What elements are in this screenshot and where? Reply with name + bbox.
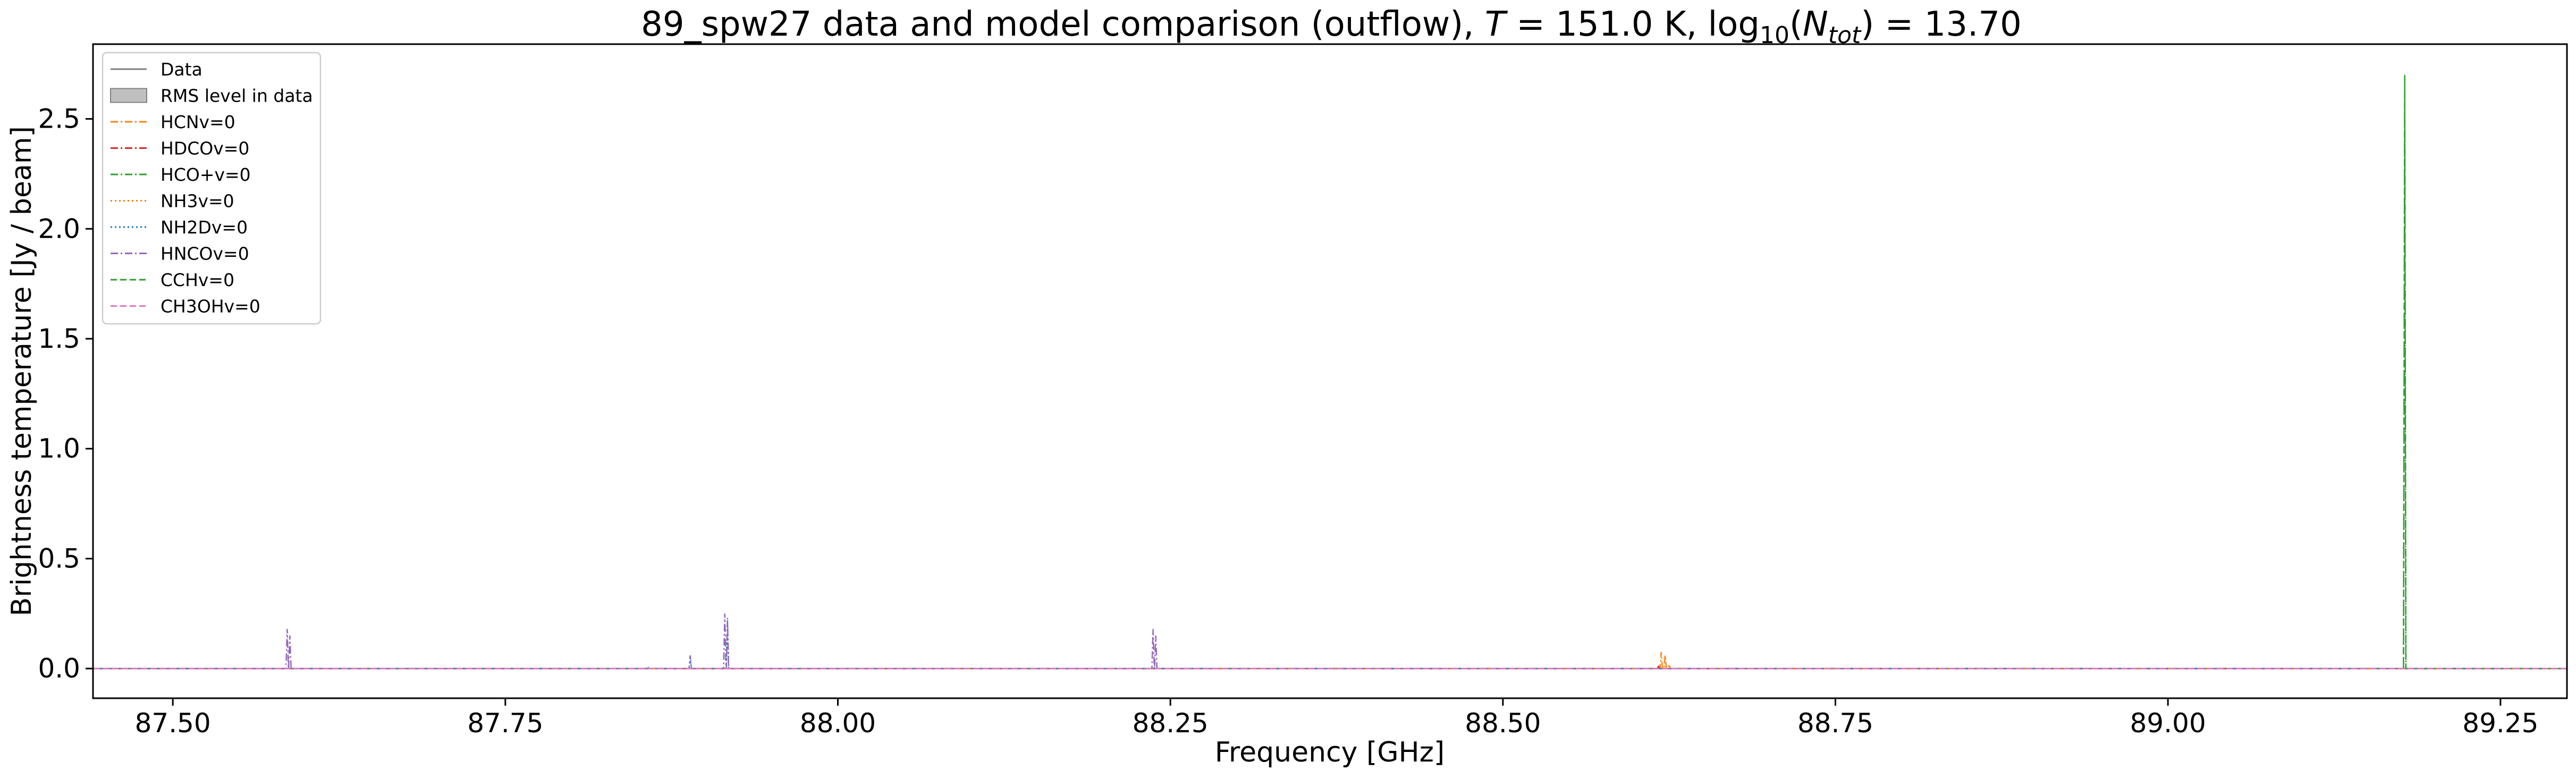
x-tick-label: 88.50 (1465, 708, 1541, 739)
series-line (93, 92, 2567, 670)
x-tick-label: 89.00 (2130, 708, 2206, 739)
plot-area (92, 43, 2568, 699)
legend-item: CCHv=0 (111, 270, 234, 290)
legend-label: NH2Dv=0 (161, 217, 248, 238)
legend-item: CH3OHv=0 (111, 296, 260, 317)
series-line (93, 613, 2567, 670)
legend-item: HDCOv=0 (111, 138, 249, 159)
legend-item: Data (111, 59, 202, 80)
x-tick-label: 88.75 (1797, 708, 1873, 739)
legend-label: Data (161, 59, 202, 80)
legend-item: HCNv=0 (111, 112, 235, 132)
legend-item: HNCOv=0 (111, 244, 249, 264)
x-tick-label: 88.00 (800, 708, 876, 739)
legend-frame (102, 52, 322, 325)
legend-label: HNCOv=0 (161, 244, 249, 264)
legend-label: CCHv=0 (161, 270, 234, 290)
x-tick-label: 89.25 (2462, 708, 2538, 739)
series-line (93, 618, 2567, 670)
chart-title: 89_spw27 data and model comparison (outf… (641, 5, 2022, 49)
y-tick-label: 1.5 (38, 323, 80, 354)
y-tick-label: 2.0 (38, 213, 80, 244)
legend-items: Data RMS level in data HCNv=0 HDCOv=0 HCO+v=… (110, 59, 313, 317)
series-line (93, 652, 2567, 670)
series-nh2dv-0 (93, 618, 2567, 670)
y-tick-label: 0.0 (38, 653, 80, 684)
y-tick-label: 2.5 (38, 104, 80, 135)
y-axis-ticks: 0.0 0.5 1.0 1.5 2.0 2.5 (38, 104, 93, 684)
legend-item: NH2Dv=0 (111, 217, 248, 238)
x-tick-label: 88.25 (1133, 708, 1209, 739)
legend-label: HCO+v=0 (161, 164, 251, 185)
legend-label: RMS level in data (161, 86, 313, 106)
legend-swatch (110, 88, 147, 103)
legend-item: HCO+v=0 (111, 164, 251, 185)
legend-label: CH3OHv=0 (161, 296, 260, 317)
x-axis-label: Frequency [GHz] (1215, 737, 1445, 768)
x-tick-label: 87.50 (135, 708, 211, 739)
series-hco-v-0 (93, 92, 2567, 670)
legend-label: HDCOv=0 (161, 138, 249, 159)
y-tick-label: 0.5 (38, 543, 80, 574)
legend-label: HCNv=0 (161, 112, 235, 132)
y-axis-label: Brightness temperature [Jy / beam] (6, 126, 38, 616)
series-cchv-0 (93, 74, 2567, 670)
legend-label: NH3v=0 (161, 191, 234, 212)
x-axis-ticks: 87.50 87.75 88.00 88.25 88.50 88.75 89.00 89.25 (135, 698, 2538, 739)
y-tick-label: 1.0 (38, 433, 80, 464)
series-layer (93, 74, 2567, 670)
series-line (93, 74, 2567, 670)
series-hcnv-0 (93, 652, 2567, 670)
plot-frame (92, 43, 2568, 699)
legend: Data RMS level in data HCNv=0 HDCOv=0 HCO+v=… (102, 52, 322, 325)
x-tick-label: 87.75 (467, 708, 543, 739)
series-hncov-0 (93, 613, 2567, 670)
legend-item: NH3v=0 (111, 191, 234, 212)
legend-item: RMS level in data (110, 86, 313, 106)
